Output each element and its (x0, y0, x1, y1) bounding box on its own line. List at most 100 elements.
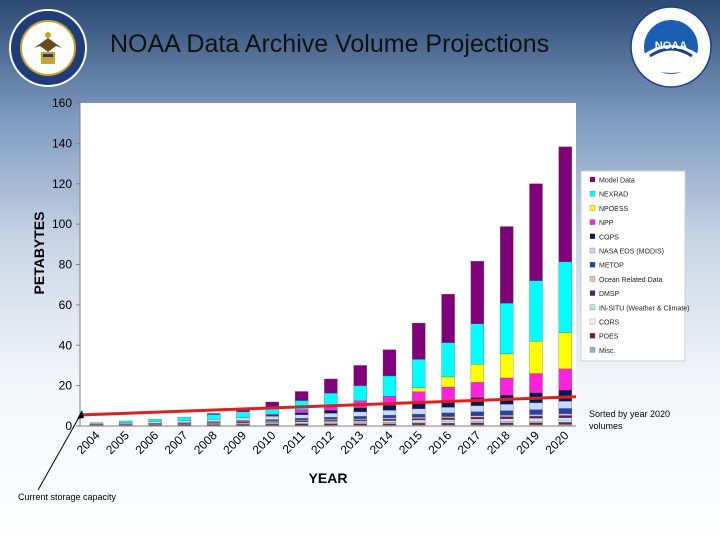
bar-segment-2019-7 (529, 402, 543, 410)
bar-segment-2015-10 (412, 387, 426, 392)
legend: Model Data NEXRAD NPOESS NPP COPS NASA EOS (M… (589, 176, 690, 355)
bar-segment-2020-7 (558, 401, 572, 409)
bar-segment-2020-3 (558, 417, 572, 422)
y-tick-layer: 0 20 40 60 80 100 120 140 160 (52, 96, 80, 433)
bar-segment-2019-4 (529, 415, 543, 419)
legend-swatch (589, 233, 596, 239)
bar-segment-2011-7 (294, 414, 309, 419)
legend-label: NPP (599, 220, 614, 227)
bar-segment-2019-12 (529, 183, 543, 281)
bar-segment-2010-3 (265, 422, 279, 424)
bar-segment-2011-12 (294, 391, 309, 401)
legend-label: NEXRAD (599, 192, 628, 199)
bar-segment-2011-9 (294, 409, 309, 413)
bar-segment-2020-2 (558, 420, 572, 423)
bar-segment-2019-11 (529, 280, 543, 342)
legend-label: DMSP (599, 291, 620, 298)
bar-segment-2014-7 (382, 410, 397, 416)
current-capacity-line (81, 395, 577, 417)
bar-segment-2011-4 (294, 420, 309, 422)
bar-segment-2010-9 (265, 413, 279, 416)
bar-segment-2004-11 (89, 422, 104, 424)
bar-segment-2018-10 (500, 353, 514, 379)
y-tick-label: 60 (59, 298, 73, 312)
legend-label: Model Data (599, 178, 635, 185)
y-tick-label: 100 (52, 217, 72, 231)
bar-segment-2020-9 (558, 368, 572, 391)
legend-swatch (589, 205, 596, 211)
y-tick-label: 160 (52, 96, 72, 110)
bar-segment-2010-1 (265, 424, 279, 426)
bar-segment-2016-12 (441, 294, 455, 343)
bar-segment-2018-9 (500, 377, 514, 396)
bar-segment-2016-10 (441, 376, 455, 388)
x-tick-label: 2014 (367, 428, 396, 457)
bar-segment-2013-8 (353, 407, 367, 413)
bar-segment-2008-7 (207, 418, 221, 422)
bar-segment-2020-11 (558, 261, 572, 333)
bar-segment-2020-12 (558, 146, 572, 263)
bar-segment-2014-4 (382, 418, 397, 421)
bar-segment-2015-5 (412, 417, 426, 419)
bar-segment-2019-5 (529, 414, 543, 417)
x-tick-layer: 2004 2005 2006 2007 2008 2009 2010 2011 2012 2013… (74, 428, 572, 457)
bar-segment-2010-7 (265, 416, 279, 420)
x-tick-label: 2009 (220, 428, 249, 457)
legend-box (580, 170, 686, 362)
bar-segment-2018-2 (500, 421, 514, 423)
bar-segment-2017-3 (470, 418, 485, 422)
bar-segment-2015-4 (412, 418, 426, 421)
bar-segment-2019-6 (529, 409, 543, 415)
bar-segment-2017-4 (470, 416, 485, 420)
bar-segment-2018-12 (500, 226, 514, 304)
x-tick-label: 2004 (74, 428, 103, 457)
legend-label: NPOESS (599, 206, 629, 213)
legend-swatch (589, 191, 596, 197)
x-tick-label: 2007 (162, 428, 191, 457)
bar-segment-2018-11 (500, 303, 514, 354)
bar-segment-2014-1 (382, 423, 397, 426)
bar-segment-2009-1 (236, 424, 250, 426)
bar-segment-2017-2 (470, 421, 485, 423)
bar-segment-2009-7 (236, 417, 250, 421)
legend-swatch (589, 219, 596, 225)
bar-segment-2013-1 (353, 423, 367, 426)
bar-segment-2008-11 (207, 414, 221, 420)
legend-swatch (589, 304, 596, 310)
bar-segment-2014-5 (382, 417, 397, 420)
bar-segment-2009-11 (236, 411, 250, 418)
bar-segment-2016-9 (441, 386, 455, 401)
bar-segment-2012-7 (324, 413, 338, 418)
x-tick-label: 2006 (132, 428, 161, 457)
bar-segment-2017-9 (470, 382, 485, 398)
bar-segment-2015-11 (412, 359, 426, 388)
bar-segment-2020-4 (558, 415, 572, 418)
legend-swatch (589, 176, 596, 183)
bar-segment-2015-12 (412, 322, 426, 360)
legend-label: CORS (599, 320, 620, 327)
x-tick-label: 2017 (455, 428, 484, 457)
bar-segment-2013-7 (353, 411, 367, 417)
x-tick-label: 2010 (250, 428, 279, 457)
bar-segment-2016-3 (441, 419, 455, 423)
bar-segment-2007-11 (177, 416, 192, 421)
y-tick-label: 20 (59, 379, 73, 393)
bar-segment-2020-1 (558, 422, 572, 425)
y-tick-label: 0 (65, 419, 72, 433)
bar-segment-2011-6 (294, 418, 309, 421)
legend-label: Misc. (599, 348, 615, 355)
bar-segment-2011-8 (294, 412, 309, 415)
bar-segment-2016-2 (441, 421, 455, 424)
x-tick-label: 2008 (191, 428, 220, 457)
bar-segment-2018-4 (500, 416, 514, 419)
bar-segment-2010-6 (265, 419, 279, 421)
bar-segment-2013-11 (353, 385, 367, 401)
x-tick-label: 2005 (103, 428, 132, 457)
bar-segment-2015-1 (412, 423, 426, 425)
annotation-arrowhead-icon (77, 410, 84, 419)
bar-segment-2015-2 (412, 422, 426, 424)
bar-segment-2009-3 (236, 422, 250, 424)
bar-segment-2011-3 (294, 421, 309, 424)
bar-segment-2016-4 (441, 417, 455, 420)
